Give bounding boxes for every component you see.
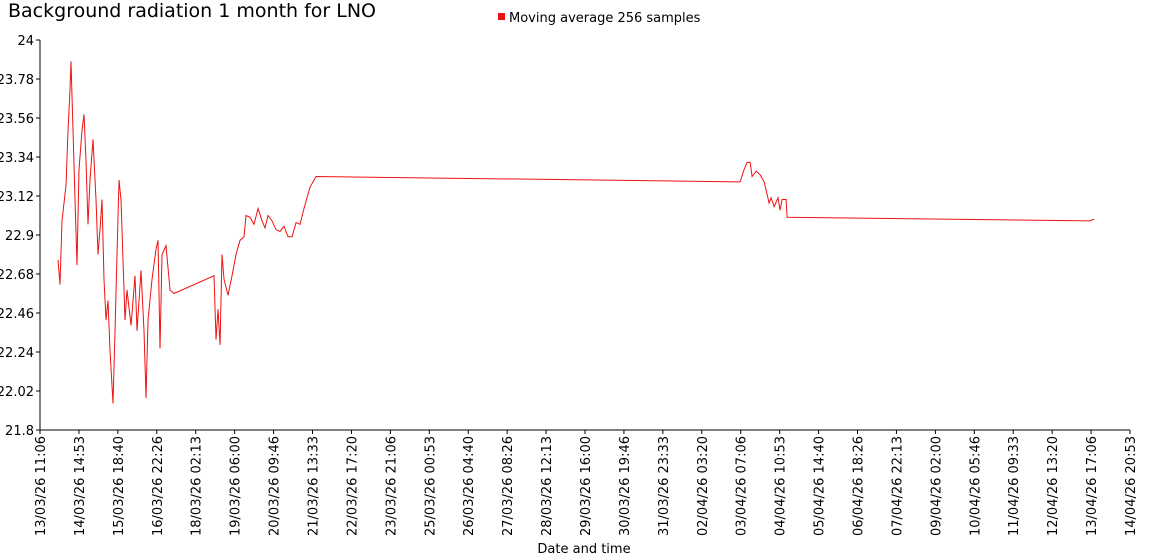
y-tick-label: 23.78 <box>0 73 34 88</box>
x-tick-label: 04/04/26 10:53 <box>774 436 789 536</box>
x-tick-label: 03/04/26 07:06 <box>735 436 750 536</box>
x-tick-label: 09/04/26 02:00 <box>929 436 944 536</box>
x-tick-label: 31/03/26 23:33 <box>657 436 672 536</box>
x-axis-label: Date and time <box>537 542 630 557</box>
x-tick-label: 26/03/26 04:40 <box>462 436 477 536</box>
x-tick-label: 14/03/26 14:53 <box>73 436 88 536</box>
y-tick-label: 22.02 <box>0 385 34 400</box>
x-tick-label: 16/03/26 22:26 <box>151 436 166 536</box>
legend-label: Moving average 256 samples <box>509 11 701 26</box>
x-tick-label: 22/03/26 17:20 <box>345 436 360 536</box>
y-tick-label: 23.34 <box>0 151 34 166</box>
y-tick-label: 23.56 <box>0 112 34 127</box>
x-tick-label: 27/03/26 08:26 <box>501 436 516 536</box>
y-tick-label: 22.46 <box>0 307 34 322</box>
chart-title: Background radiation 1 month for LNO <box>8 0 376 22</box>
x-tick-label: 23/03/26 21:06 <box>384 436 399 536</box>
x-tick-label: 29/03/26 16:00 <box>579 436 594 536</box>
x-tick-label: 12/04/26 13:20 <box>1046 436 1061 536</box>
x-tick-label: 11/04/26 09:33 <box>1007 436 1022 536</box>
y-tick-label: 22.24 <box>0 346 34 361</box>
x-tick-label: 25/03/26 00:53 <box>423 436 438 536</box>
x-tick-label: 02/04/26 03:20 <box>696 436 711 536</box>
x-tick-label: 10/04/26 05:46 <box>968 436 983 536</box>
x-tick-label: 15/03/26 18:40 <box>112 436 127 536</box>
x-tick-label: 30/03/26 19:46 <box>618 436 633 536</box>
x-tick-label: 18/03/26 02:13 <box>190 436 205 536</box>
y-tick-label: 22.9 <box>5 229 34 244</box>
x-tick-label: 28/03/26 12:13 <box>540 436 555 536</box>
x-tick-label: 07/04/26 22:13 <box>890 436 905 536</box>
x-tick-label: 13/03/26 11:06 <box>34 436 49 536</box>
x-tick-label: 13/04/26 17:06 <box>1085 436 1100 536</box>
x-tick-label: 21/03/26 13:33 <box>307 436 322 536</box>
x-tick-label: 05/04/26 14:40 <box>813 436 828 536</box>
x-tick-label: 19/03/26 06:00 <box>229 436 244 536</box>
series-line <box>57 61 1095 404</box>
y-tick-label: 21.8 <box>5 424 34 439</box>
x-tick-label: 06/04/26 18:26 <box>851 436 866 536</box>
x-tick-label: 14/04/26 20:53 <box>1124 436 1139 536</box>
x-tick-label: 20/03/26 09:46 <box>268 436 283 536</box>
legend-swatch <box>498 13 505 20</box>
y-tick-label: 23.12 <box>0 190 34 205</box>
y-tick-label: 22.68 <box>0 268 34 283</box>
y-tick-label: 24 <box>17 34 34 49</box>
